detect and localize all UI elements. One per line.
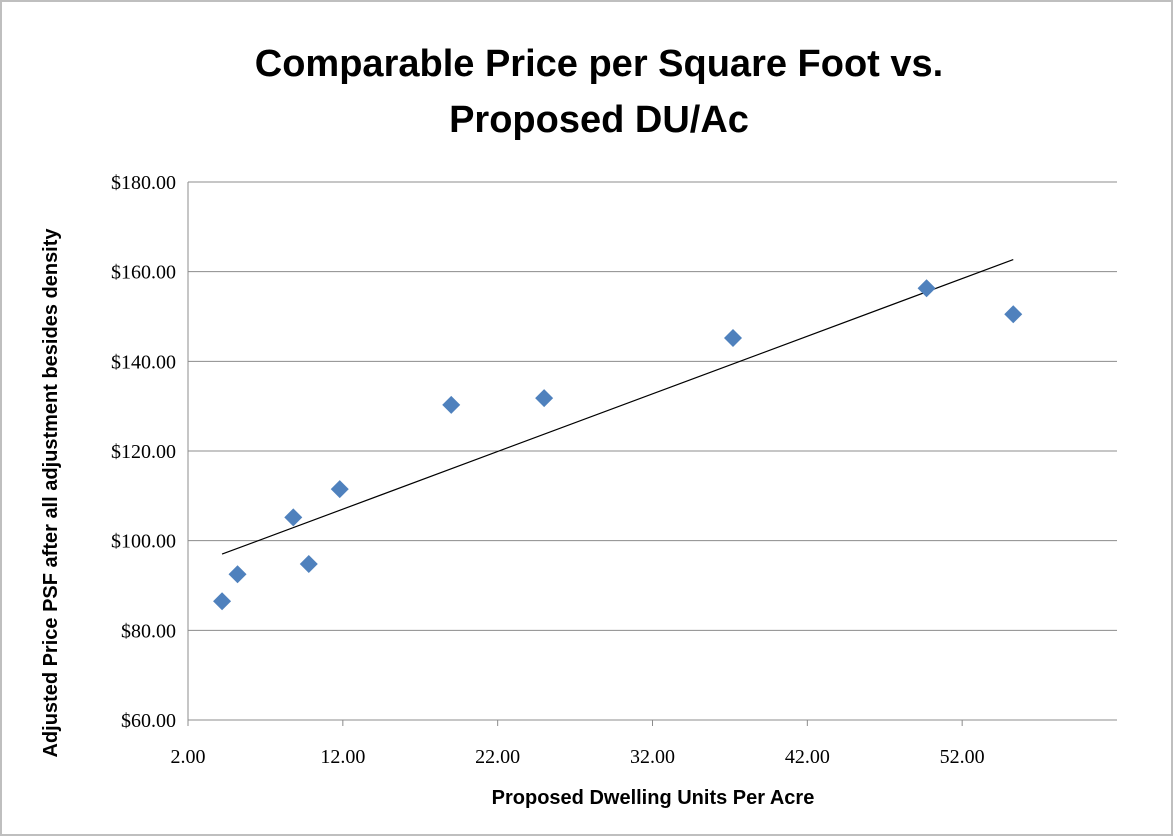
- data-point: [228, 565, 247, 584]
- x-tick-label: 52.00: [940, 746, 985, 768]
- x-tick-label: 22.00: [475, 746, 520, 768]
- data-point: [442, 395, 461, 414]
- data-point: [917, 279, 936, 298]
- y-tick-label: $180.00: [111, 172, 176, 194]
- gridlines: [187, 181, 1117, 726]
- x-tick-label: 42.00: [785, 746, 830, 768]
- data-point: [213, 592, 232, 611]
- data-point: [330, 480, 349, 499]
- x-tick-label: 12.00: [320, 746, 365, 768]
- data-point: [724, 329, 743, 348]
- data-point: [299, 554, 318, 573]
- y-tick-label: $60.00: [121, 710, 176, 732]
- y-tick-label: $120.00: [111, 441, 176, 463]
- chart-title-line-2: Proposed DU/Ac: [449, 99, 749, 141]
- data-point: [535, 389, 554, 408]
- y-tick-label: $100.00: [111, 531, 176, 553]
- x-tick-label: 32.00: [630, 746, 675, 768]
- x-axis-tick-labels: 2.00 12.00 22.00 32.00 42.00 52.00: [171, 746, 985, 768]
- data-point: [284, 508, 303, 527]
- y-tick-label: $140.00: [111, 351, 176, 373]
- y-tick-label: $160.00: [111, 262, 176, 284]
- y-axis-title: Adjusted Price PSF after all adjustment …: [40, 228, 62, 758]
- data-point: [1004, 305, 1023, 324]
- y-axis-tick-labels: $60.00 $80.00 $100.00 $120.00 $140.00 $160.00…: [111, 172, 176, 732]
- trendline: [221, 258, 1014, 555]
- x-axis-title: Proposed Dwelling Units Per Acre: [492, 787, 815, 809]
- trendline-layer: [221, 258, 1014, 555]
- y-tick-label: $80.00: [121, 620, 176, 642]
- chart-title-line-1: Comparable Price per Square Foot vs.: [255, 43, 943, 85]
- x-tick-label: 2.00: [171, 746, 206, 768]
- data-points: [213, 279, 1023, 611]
